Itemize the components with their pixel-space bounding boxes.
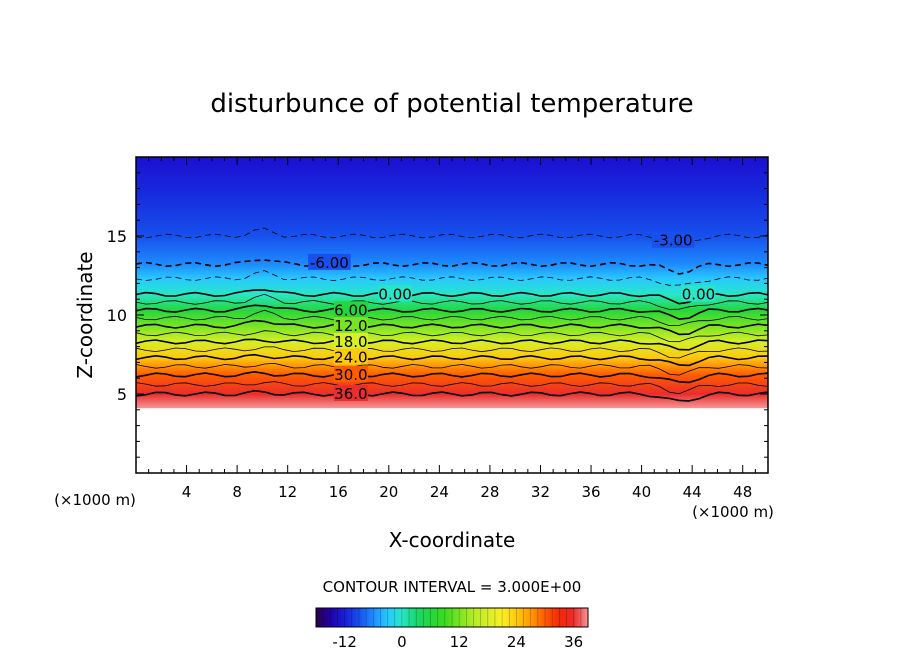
contour-labels: -6.00 -3.00 0.00 0.00 6.0012.018.024.030.036… — [308, 231, 716, 403]
contour-line — [136, 293, 768, 310]
x-tick-label: 28 — [480, 483, 499, 501]
contour-line — [136, 270, 768, 286]
contour-line — [136, 330, 768, 343]
x-tick-label: 8 — [232, 483, 242, 501]
contour-label-bg — [308, 253, 351, 270]
contour-label-bg — [333, 301, 368, 318]
contour-label: 30.0 — [334, 366, 367, 384]
contour-label: 12.0 — [334, 317, 367, 335]
contour-label-bg — [333, 317, 368, 334]
x-tick-label: 32 — [531, 483, 550, 501]
contour-label: -3.00 — [654, 232, 693, 250]
y-axis-label: Z-coordinate — [73, 251, 97, 378]
y-tick-label: 15 — [107, 227, 127, 246]
contour-label: -6.00 — [310, 254, 349, 272]
x-tick-label: 44 — [683, 483, 702, 501]
contour-line — [136, 389, 768, 402]
y-axis-ticks: 5 10 15 — [107, 172, 768, 458]
colorbar-tick-label: 24 — [507, 633, 526, 651]
contour-lines — [136, 227, 768, 402]
contour-line — [136, 319, 768, 336]
colorbar-tick-label: -12 — [332, 633, 357, 651]
x-tick-label: 48 — [733, 483, 752, 501]
contour-label-bg — [333, 348, 368, 365]
field-fill — [136, 157, 768, 409]
contour-line — [136, 370, 768, 384]
contour-line — [136, 353, 768, 367]
contour-label: 6.00 — [334, 301, 367, 319]
colorbar-tick-label: 12 — [450, 633, 469, 651]
contour-label: 36.0 — [334, 385, 367, 403]
contour-label: 0.00 — [378, 285, 411, 303]
colorbar-ticks: -12 0 12 24 36 — [332, 633, 583, 651]
colorbar-frame — [315, 607, 589, 628]
contour-label-bg — [378, 285, 413, 302]
x-unit-left: (×1000 m) — [54, 491, 136, 509]
y-tick-label: 10 — [107, 306, 127, 325]
contour-label-bg — [333, 385, 368, 401]
contour-label-bg — [333, 332, 368, 349]
contour-label: 18.0 — [334, 333, 367, 351]
x-tick-label: 4 — [182, 483, 192, 501]
contour-line — [136, 381, 768, 395]
x-tick-label: 20 — [379, 483, 398, 501]
x-tick-label: 40 — [632, 483, 651, 501]
contour-label: 24.0 — [334, 349, 367, 367]
contour-label-bg — [333, 366, 368, 383]
contour-line — [136, 338, 768, 351]
contour-line — [136, 289, 768, 305]
plot-area: -6.00 -3.00 0.00 0.00 6.0012.018.024.030.036… — [136, 157, 768, 473]
contour-line — [136, 227, 768, 243]
y-tick-label: 5 — [117, 385, 127, 404]
contour-line — [136, 259, 768, 275]
colorbar: -12 0 12 24 36 — [315, 607, 589, 651]
x-tick-label: 36 — [581, 483, 600, 501]
contour-label-bg — [681, 285, 716, 302]
chart-title: disturbunce of potential temperature — [210, 89, 693, 119]
colorbar-fill — [316, 608, 588, 627]
x-unit-right: (×1000 m) — [692, 503, 774, 521]
contour-line — [136, 309, 768, 327]
colorbar-tick-label: 36 — [564, 633, 583, 651]
contour-label-bg — [651, 231, 695, 248]
contour-label: 0.00 — [682, 285, 715, 303]
contour-line — [136, 304, 768, 320]
contour-line — [136, 346, 768, 359]
x-axis-label: X-coordinate — [389, 528, 516, 552]
contour-line — [136, 362, 768, 376]
colorbar-tick-label: 0 — [397, 633, 407, 651]
colorbar-dividers — [322, 608, 582, 627]
x-tick-label: 16 — [329, 483, 348, 501]
contour-interval-label: CONTOUR INTERVAL = 3.000E+00 — [323, 578, 582, 596]
x-tick-label: 12 — [278, 483, 297, 501]
x-tick-label: 24 — [430, 483, 449, 501]
x-axis-ticks: 4 8 12 16 20 24 28 32 36 40 44 48 — [148, 157, 756, 501]
